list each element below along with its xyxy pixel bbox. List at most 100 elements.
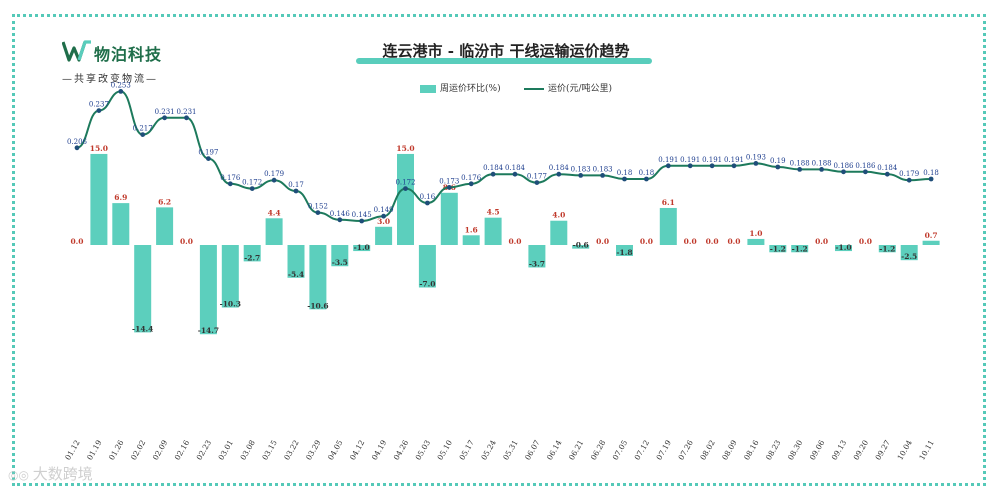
bar bbox=[484, 217, 502, 245]
bar bbox=[659, 207, 677, 245]
price-data-label: 0.146 bbox=[330, 210, 351, 218]
x-tick-label: 08.02 bbox=[698, 438, 717, 461]
price-data-label: 0.172 bbox=[242, 179, 262, 187]
price-data-label: 0.184 bbox=[549, 164, 570, 172]
bar bbox=[221, 245, 239, 308]
bar-data-label: -5.4 bbox=[288, 270, 304, 279]
price-point bbox=[162, 115, 168, 121]
x-tick-label: 05.17 bbox=[457, 438, 476, 461]
x-tick-label: 02.16 bbox=[173, 438, 192, 461]
bar-data-label: 15.0 bbox=[396, 144, 414, 153]
x-tick-label: 06.07 bbox=[523, 438, 542, 461]
bar bbox=[528, 245, 546, 268]
price-point bbox=[446, 185, 452, 190]
price-point bbox=[731, 163, 737, 169]
bar bbox=[550, 220, 568, 245]
price-data-label: 0.145 bbox=[352, 211, 372, 219]
price-data-label: 0.186 bbox=[855, 162, 876, 170]
x-tick-label: 04.12 bbox=[348, 438, 367, 461]
bar bbox=[440, 192, 458, 245]
bar-data-label: -14.4 bbox=[132, 324, 153, 333]
bar bbox=[878, 245, 896, 253]
price-point bbox=[600, 173, 605, 178]
price-data-label: 0.191 bbox=[702, 156, 722, 164]
bar bbox=[900, 245, 918, 261]
bar bbox=[791, 245, 809, 253]
price-point bbox=[403, 186, 408, 192]
x-tick-label: 09.27 bbox=[873, 438, 892, 461]
bar-data-label: 3.0 bbox=[377, 217, 390, 226]
bar-data-label: -10.3 bbox=[220, 300, 241, 309]
price-data-label: 0.206 bbox=[67, 138, 88, 146]
x-tick-label: 03.22 bbox=[282, 438, 301, 461]
price-point bbox=[184, 115, 189, 121]
price-data-label: 0.17 bbox=[288, 181, 304, 189]
price-data-label: 0.191 bbox=[658, 156, 678, 164]
price-point bbox=[753, 161, 759, 166]
x-tick-label: 01.26 bbox=[107, 438, 126, 461]
bar-data-label: -10.6 bbox=[307, 301, 328, 310]
brand-logo: 物泊科技 —共享改变物流— bbox=[62, 40, 182, 85]
legend-item-line: 运价(元/吨公里) bbox=[524, 82, 612, 96]
price-data-label: 0.152 bbox=[308, 203, 328, 211]
watermark-text: 大数跨境 bbox=[32, 465, 93, 483]
logo-mark-icon bbox=[62, 40, 91, 62]
bar bbox=[353, 245, 371, 252]
price-data-label: 0.18 bbox=[639, 169, 655, 177]
bar-data-label: -7.0 bbox=[419, 279, 435, 288]
price-point bbox=[490, 171, 496, 177]
bar-data-label: 4.4 bbox=[268, 208, 281, 217]
x-tick-label: 06.14 bbox=[545, 438, 564, 461]
price-data-label: 0.19 bbox=[770, 157, 786, 165]
price-point bbox=[425, 200, 430, 206]
price-point bbox=[337, 217, 343, 223]
x-tick-label: 03.01 bbox=[216, 439, 235, 462]
price-point bbox=[118, 89, 124, 94]
bar bbox=[156, 207, 174, 245]
brand-name: 物泊科技 bbox=[94, 45, 163, 64]
price-data-label: 0.16 bbox=[420, 193, 436, 201]
bar bbox=[309, 245, 327, 310]
price-data-label: 0.184 bbox=[877, 164, 898, 172]
price-data-label: 0.193 bbox=[746, 153, 766, 161]
bar bbox=[199, 245, 217, 335]
bar-data-label: 0.7 bbox=[925, 231, 938, 240]
price-point bbox=[928, 176, 934, 182]
price-point bbox=[709, 163, 715, 169]
x-tick-label: 09.06 bbox=[808, 438, 827, 461]
price-point bbox=[468, 181, 474, 187]
watermark: ◎◎ 大数跨境 bbox=[8, 463, 93, 484]
bar-data-label: 0.0 bbox=[706, 237, 719, 246]
price-data-label: 0.186 bbox=[833, 162, 854, 170]
bar-data-label: -1.0 bbox=[354, 243, 370, 252]
price-point bbox=[819, 167, 824, 172]
x-tick-label: 08.09 bbox=[720, 438, 739, 461]
x-tick-label: 07.05 bbox=[611, 438, 630, 461]
price-data-label: 0.149 bbox=[374, 206, 394, 214]
x-tick-label: 09.13 bbox=[830, 438, 849, 461]
bar bbox=[747, 238, 765, 245]
price-point bbox=[797, 167, 803, 172]
price-data-label: 0.179 bbox=[264, 170, 284, 178]
bar bbox=[112, 203, 130, 245]
title-underline bbox=[356, 58, 652, 64]
price-point bbox=[512, 171, 518, 177]
legend-item-bar: 周运价环比(%) bbox=[420, 82, 501, 96]
bar bbox=[769, 245, 787, 253]
price-point bbox=[687, 163, 693, 169]
price-point bbox=[863, 169, 868, 175]
price-point bbox=[884, 171, 890, 177]
bar-data-label: 0.0 bbox=[727, 237, 740, 246]
price-data-label: 0.217 bbox=[133, 125, 153, 133]
x-tick-label: 02.09 bbox=[151, 438, 170, 461]
chart-title: 连云港市 - 临汾市 干线运输运价趋势 bbox=[382, 42, 630, 60]
bar-data-label: -1.8 bbox=[616, 248, 632, 257]
bar-data-label: -3.7 bbox=[529, 259, 545, 268]
watermark-icon: ◎◎ bbox=[8, 468, 33, 482]
price-point bbox=[578, 173, 584, 178]
bar-data-label: -2.5 bbox=[901, 252, 917, 261]
bar-data-label: -1.2 bbox=[879, 244, 895, 253]
bar bbox=[90, 153, 108, 245]
price-point bbox=[206, 156, 211, 162]
